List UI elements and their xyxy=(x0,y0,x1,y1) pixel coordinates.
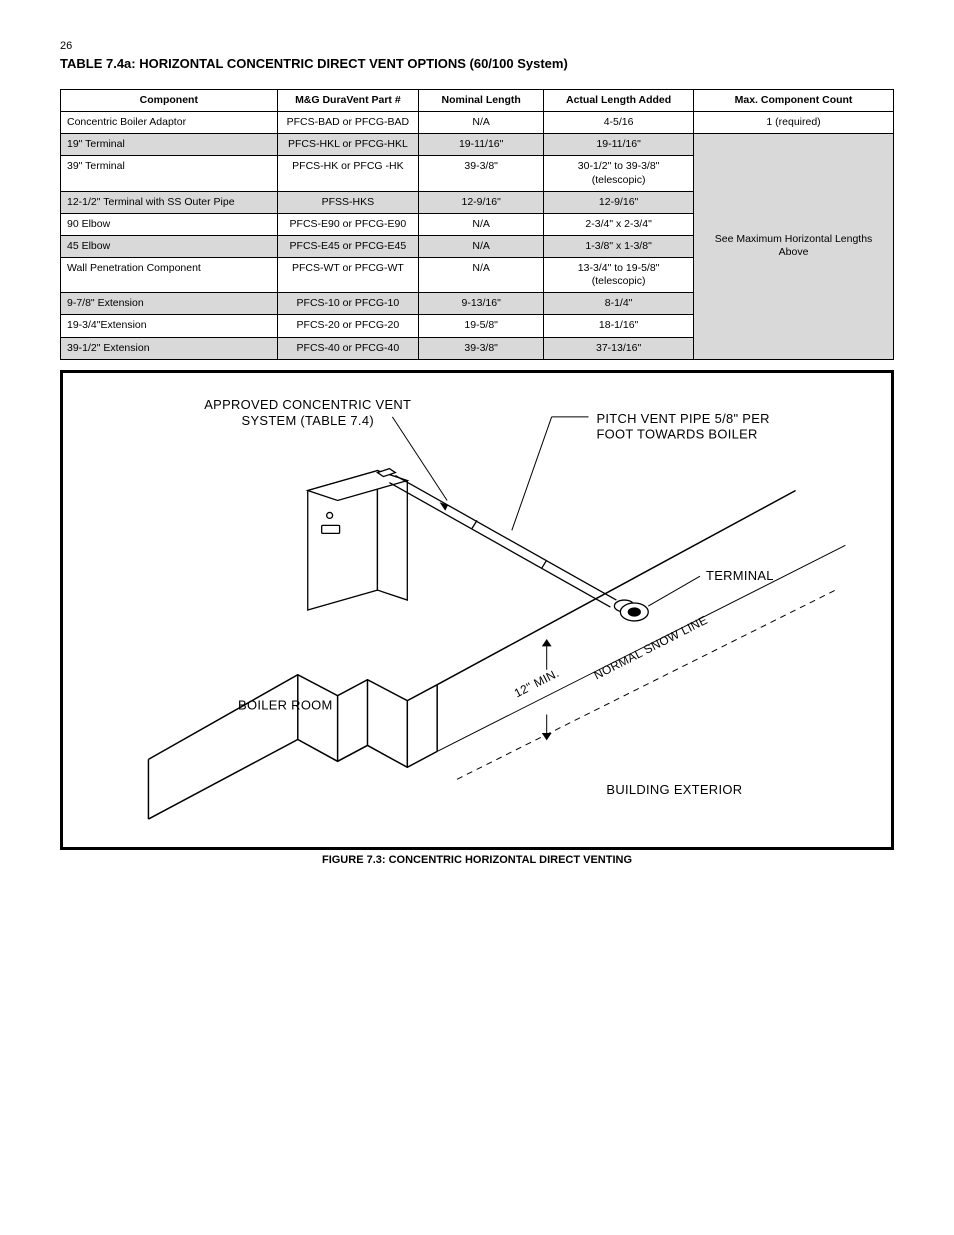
terminal-icon xyxy=(614,600,648,621)
col-nominal: Nominal Length xyxy=(419,90,544,112)
cell: PFCS-E45 or PFCG-E45 xyxy=(277,235,419,257)
cell: PFCS-10 or PFCG-10 xyxy=(277,293,419,315)
leader-line xyxy=(648,576,700,606)
boiler-icon xyxy=(308,468,408,609)
figure-box: APPROVED CONCENTRIC VENT SYSTEM (TABLE 7… xyxy=(60,370,894,850)
cell: 39-1/2" Extension xyxy=(61,337,278,359)
cell: 45 Elbow xyxy=(61,235,278,257)
label-12min: 12" MIN. xyxy=(512,665,562,699)
cell: Concentric Boiler Adaptor xyxy=(61,112,278,134)
cell: 8-1/4" xyxy=(544,293,694,315)
label-exterior: BUILDING EXTERIOR xyxy=(606,782,742,797)
cell: PFCS-HKL or PFCG-HKL xyxy=(277,134,419,156)
cell: 19-5/8" xyxy=(419,315,544,337)
label-pitch-1: PITCH VENT PIPE 5/8" PER xyxy=(596,410,769,425)
cell: N/A xyxy=(419,258,544,293)
cell: 37-13/16" xyxy=(544,337,694,359)
cell: 12-1/2" Terminal with SS Outer Pipe xyxy=(61,191,278,213)
cell: 1-3/8" x 1-3/8" xyxy=(544,235,694,257)
cell: 2-3/4" x 2-3/4" xyxy=(544,213,694,235)
label-pitch-2: FOOT TOWARDS BOILER xyxy=(596,426,757,441)
table-row: Concentric Boiler Adaptor PFCS-BAD or PF… xyxy=(61,112,894,134)
cell: 9-7/8" Extension xyxy=(61,293,278,315)
max-count-cell: See Maximum Horizontal Lengths Above xyxy=(694,134,894,359)
cell: PFCS-E90 or PFCG-E90 xyxy=(277,213,419,235)
cell: N/A xyxy=(419,213,544,235)
col-component: Component xyxy=(61,90,278,112)
cell: 1 (required) xyxy=(694,112,894,134)
cell: N/A xyxy=(419,235,544,257)
vent-diagram: APPROVED CONCENTRIC VENT SYSTEM (TABLE 7… xyxy=(71,381,883,839)
figure-caption: FIGURE 7.3: CONCENTRIC HORIZONTAL DIRECT… xyxy=(60,854,894,866)
cell: 13-3/4" to 19-5/8" (telescopic) xyxy=(544,258,694,293)
cell: 90 Elbow xyxy=(61,213,278,235)
cell: 39-3/8" xyxy=(419,156,544,191)
cell: 30-1/2" to 39-3/8" (telescopic) xyxy=(544,156,694,191)
cell: 9-13/16" xyxy=(419,293,544,315)
col-partnum: M&G DuraVent Part # xyxy=(277,90,419,112)
page-number: 26 xyxy=(60,40,894,52)
vent-pipe xyxy=(389,475,616,606)
cell: PFCS-WT or PFCG-WT xyxy=(277,258,419,293)
cell: N/A xyxy=(419,112,544,134)
cell: 18-1/16" xyxy=(544,315,694,337)
cell: PFCS-40 or PFCG-40 xyxy=(277,337,419,359)
leader-line xyxy=(512,416,552,530)
cell: 39-3/8" xyxy=(419,337,544,359)
cell: PFCS-HK or PFCG -HK xyxy=(277,156,419,191)
cell: 12-9/16" xyxy=(419,191,544,213)
cell: PFCS-BAD or PFCG-BAD xyxy=(277,112,419,134)
table-title: TABLE 7.4a: HORIZONTAL CONCENTRIC DIRECT… xyxy=(60,56,894,71)
label-boiler-room: BOILER ROOM xyxy=(238,697,333,712)
cell: 19-11/16" xyxy=(419,134,544,156)
label-terminal: TERMINAL xyxy=(706,568,774,583)
cell: 19-3/4"Extension xyxy=(61,315,278,337)
cell: PFCS-20 or PFCG-20 xyxy=(277,315,419,337)
table-row: 19" Terminal PFCS-HKL or PFCG-HKL 19-11/… xyxy=(61,134,894,156)
vent-options-table: Component M&G DuraVent Part # Nominal Le… xyxy=(60,89,894,360)
dimension-12min xyxy=(543,639,551,739)
label-vent-system: APPROVED CONCENTRIC VENT xyxy=(204,397,411,412)
label-snowline: NORMAL SNOW LINE xyxy=(591,612,709,682)
cell: 12-9/16" xyxy=(544,191,694,213)
cell: Wall Penetration Component xyxy=(61,258,278,293)
cell: PFSS-HKS xyxy=(277,191,419,213)
cell: 19" Terminal xyxy=(61,134,278,156)
wall xyxy=(148,490,795,819)
label-vent-system-2: SYSTEM (TABLE 7.4) xyxy=(242,412,374,427)
cell: 4-5/16 xyxy=(544,112,694,134)
col-max: Max. Component Count xyxy=(694,90,894,112)
cell: 39" Terminal xyxy=(61,156,278,191)
ground-lines xyxy=(437,545,845,779)
col-actual: Actual Length Added xyxy=(544,90,694,112)
table-header-row: Component M&G DuraVent Part # Nominal Le… xyxy=(61,90,894,112)
cell: 19-11/16" xyxy=(544,134,694,156)
